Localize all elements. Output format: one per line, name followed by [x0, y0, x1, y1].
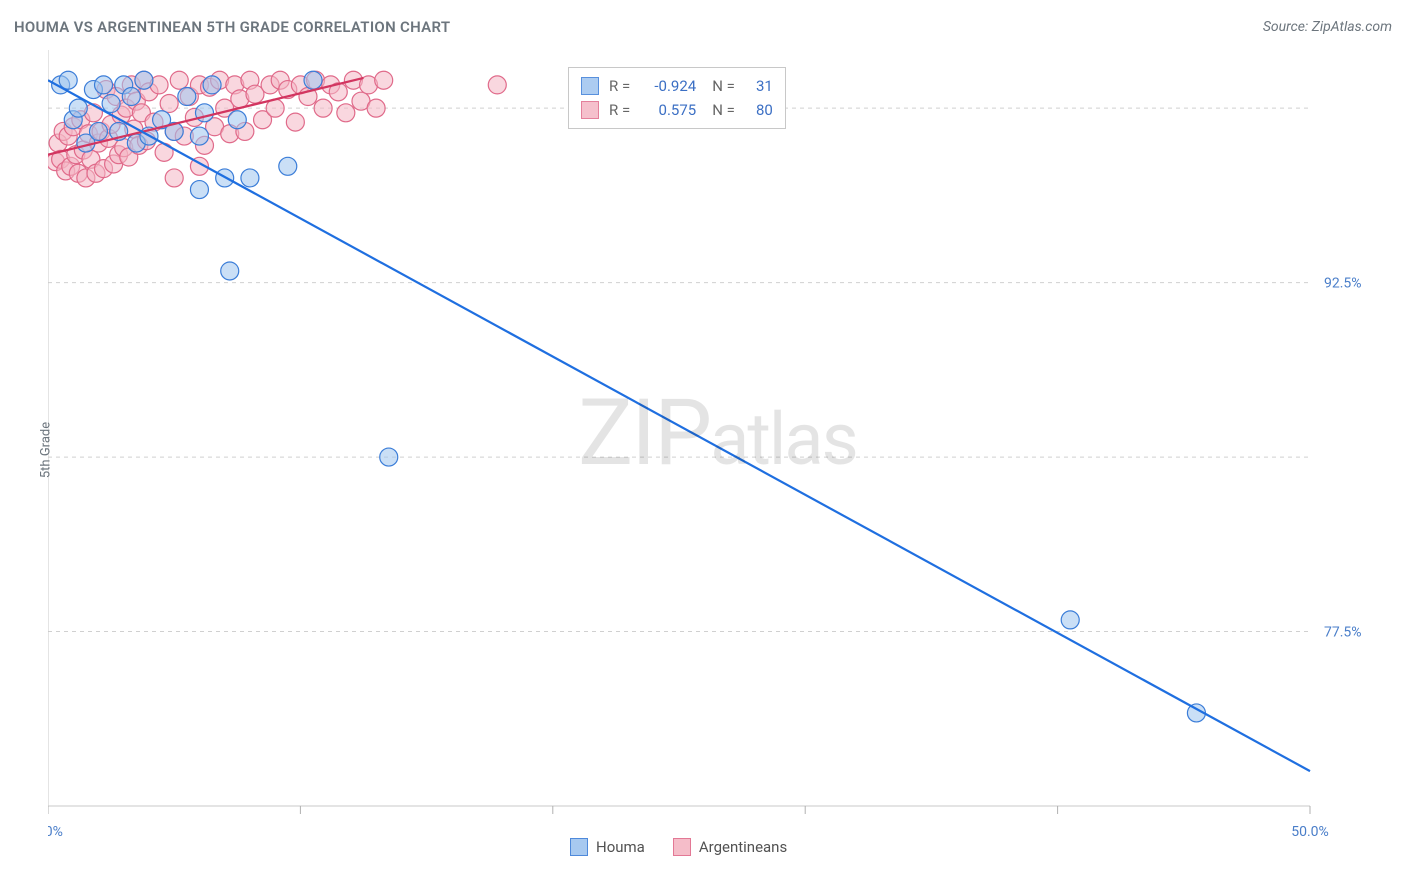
y-axis-label: 5th Grade [39, 422, 54, 478]
legend-stats-row-argentineans: R =0.575N =80 [581, 98, 773, 122]
svg-text:0.0%: 0.0% [48, 824, 63, 840]
legend-item-argentineans: Argentineans [673, 838, 787, 856]
svg-text:77.5%: 77.5% [1324, 625, 1362, 641]
trendline-houma [48, 80, 1310, 771]
svg-text:92.5%: 92.5% [1324, 276, 1362, 292]
swatch-argentineans-bottom [673, 838, 691, 856]
source-label: Source: ZipAtlas.com [1263, 19, 1392, 35]
swatch-argentineans [581, 101, 599, 119]
series-houma [52, 71, 1206, 722]
plot-area: 5th Grade 77.5%92.5%0.0%50.0% ZIPatlas R… [48, 50, 1388, 850]
legend-item-houma: Houma [570, 838, 645, 856]
scatter-chart: 77.5% 92.5% 0.0% 50.0% [48, 50, 1388, 850]
svg-text:50.0%: 50.0% [1291, 824, 1329, 840]
chart-title: HOUMA VS ARGENTINEAN 5TH GRADE CORRELATI… [14, 18, 450, 36]
stats-legend: R =-0.924N =31R =0.575N =80 [568, 67, 786, 129]
swatch-houma-bottom [570, 838, 588, 856]
series-legend: Houma Argentineans [570, 838, 787, 856]
legend-stats-row-houma: R =-0.924N =31 [581, 74, 773, 98]
swatch-houma [581, 77, 599, 95]
